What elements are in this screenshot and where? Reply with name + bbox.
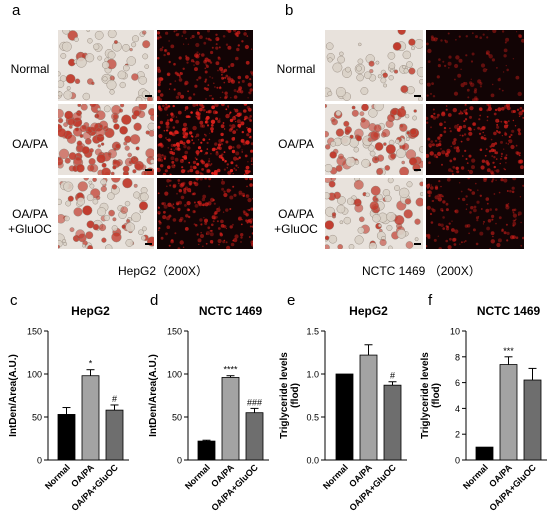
significance-mark: **** (223, 365, 238, 375)
y-tick-label: 4 (455, 404, 460, 414)
panel-letter-a: a (12, 2, 21, 19)
x-tick-label: Normal (321, 462, 350, 491)
brightfield-image-b-0 (325, 30, 423, 101)
panel-letter-e: e (287, 292, 295, 309)
y-axis-label-d: IntDen/Area(A.U.) (148, 354, 159, 437)
y-tick-label: 150 (27, 327, 42, 337)
significance-mark: ### (247, 397, 262, 407)
scale-bar (145, 169, 152, 171)
significance-mark: # (112, 394, 117, 404)
scale-bar (145, 95, 152, 97)
significance-mark: # (390, 371, 395, 381)
y-tick-label: 0 (177, 456, 182, 466)
chart-title-c: HepG2 (71, 304, 110, 318)
bar-d-2 (245, 412, 264, 461)
significance-mark: * (89, 359, 93, 369)
y-axis-label-f: Triglyceride levels (420, 352, 431, 439)
brightfield-image-a-0 (58, 30, 154, 101)
bar-c-0 (57, 414, 76, 461)
bar-d-1 (221, 377, 240, 461)
caption-nctc1469: NCTC 1469 （200X） (362, 264, 481, 278)
y-tick-label: 0.5 (306, 413, 319, 423)
bar-c-1 (81, 375, 100, 461)
y-tick-label: 100 (27, 370, 42, 380)
caption-hepg2: HepG2（200X） (118, 264, 209, 278)
row-label-oapa-b: OA/PA (278, 137, 314, 151)
scale-bar (414, 95, 421, 97)
x-tick-label: Normal (43, 462, 72, 491)
row-label-gluoc-a: OA/PA +GluOC (8, 207, 52, 236)
scale-bar (145, 243, 152, 245)
bar-f-2 (523, 379, 542, 461)
y-tick-label: 0 (455, 456, 460, 466)
fluorescence-image-b-2 (426, 178, 524, 249)
y-tick-label: 50 (32, 413, 42, 423)
y-tick-label: 100 (167, 370, 182, 380)
y-tick-label: 0.0 (306, 456, 319, 466)
y-tick-label: 150 (167, 327, 182, 337)
bar-charts-row: cHepG2IntDen/Area(A.U.)050100150Normal*O… (8, 292, 547, 513)
bar-f-0 (475, 446, 494, 461)
panel-letter-c: c (10, 292, 18, 309)
y-axis-label-e: Triglyceride levels (279, 352, 290, 439)
brightfield-image-b-2 (325, 178, 423, 249)
bar-e-2 (383, 384, 402, 461)
y-tick-label: 1.0 (306, 370, 319, 380)
row-label-normal-b: Normal (276, 62, 316, 76)
y-axis-label-c: IntDen/Area(A.U.) (8, 354, 19, 437)
panel-letter-f: f (428, 292, 433, 309)
row-label-oapa-a: OA/PA (12, 137, 48, 151)
fluorescence-image-b-1 (426, 104, 524, 175)
scale-bar (414, 169, 421, 171)
scale-bar (414, 243, 421, 245)
brightfield-image-a-2 (58, 178, 154, 249)
y-axis-label-f: (flod) (431, 383, 442, 408)
y-axis-label-e: (flod) (290, 383, 301, 408)
x-tick-label: Normal (461, 462, 490, 491)
significance-mark: *** (503, 346, 514, 356)
row-label-normal-a: Normal (10, 62, 50, 76)
bar-f-1 (499, 364, 518, 461)
x-tick-label: Normal (183, 462, 212, 491)
fluorescence-image-a-1 (157, 104, 253, 175)
bar-c-2 (105, 409, 124, 461)
row-label-gluoc-b: OA/PA +GluOC (274, 207, 318, 236)
bar-e-0 (335, 373, 354, 461)
y-tick-label: 6 (455, 378, 460, 388)
y-tick-label: 50 (172, 413, 182, 423)
panel-letter-b: b (285, 2, 294, 19)
brightfield-image-a-1 (58, 104, 154, 175)
chart-title-d: NCTC 1469 (199, 304, 263, 318)
y-tick-label: 10 (450, 327, 460, 337)
y-tick-label: 2 (455, 430, 460, 440)
fluorescence-image-a-0 (157, 30, 253, 101)
fluorescence-image-b-0 (426, 30, 524, 101)
panel-letter-d: d (150, 292, 158, 309)
brightfield-image-b-1 (325, 104, 423, 175)
chart-title-e: HepG2 (349, 304, 388, 318)
bar-d-0 (197, 440, 216, 461)
y-tick-label: 0 (37, 456, 42, 466)
bar-e-1 (359, 354, 378, 461)
chart-title-f: NCTC 1469 (477, 304, 541, 318)
y-tick-label: 1.5 (306, 327, 319, 337)
fluorescence-image-a-2 (157, 178, 253, 249)
y-tick-label: 8 (455, 352, 460, 362)
